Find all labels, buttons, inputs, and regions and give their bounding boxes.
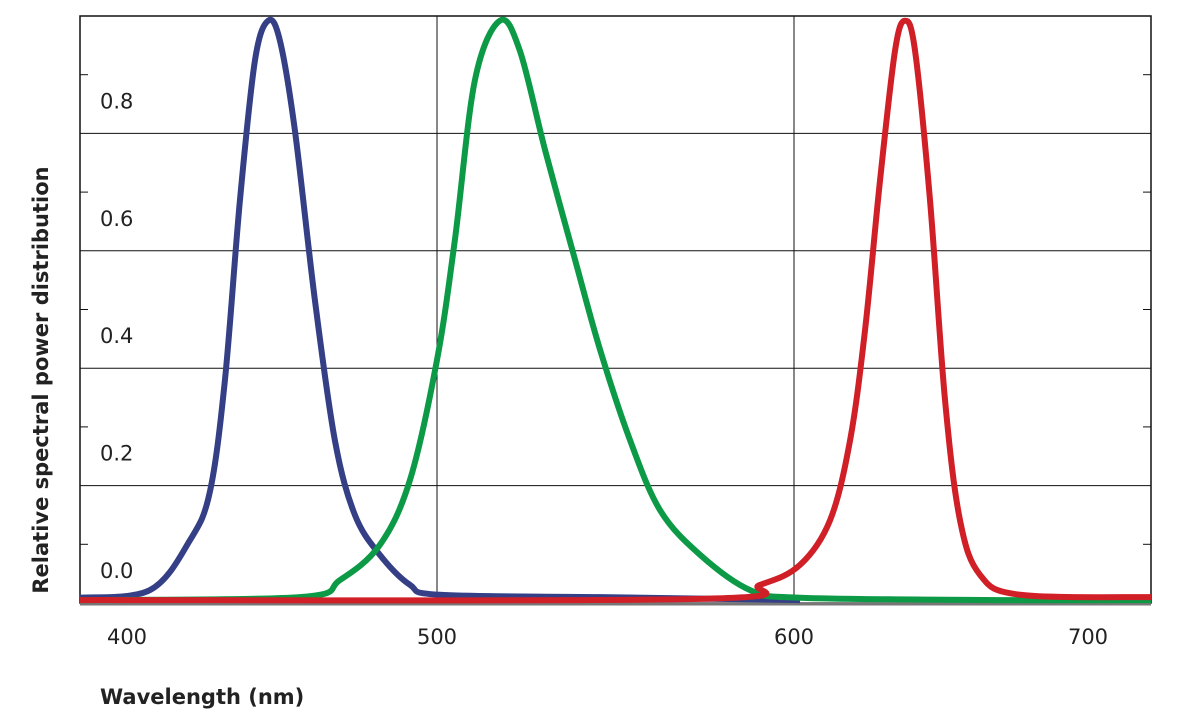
- x-tick-label: 600: [774, 625, 814, 649]
- x-tick-label: 500: [417, 625, 457, 649]
- plot-frame: [79, 15, 1152, 604]
- series-line: [79, 16, 801, 604]
- y-tick-label: 0.2: [100, 442, 133, 466]
- x-axis-label: Wavelength (nm): [100, 685, 304, 709]
- x-tick-label: 700: [1068, 625, 1108, 649]
- series-line: [79, 17, 1152, 604]
- y-axis-label: Relative spectral power distribution: [29, 166, 53, 593]
- series-line: [79, 16, 1152, 604]
- y-tick-label: 0.4: [100, 324, 133, 348]
- x-tick-label: 400: [107, 625, 147, 649]
- y-tick-label: 0.6: [100, 207, 133, 231]
- y-tick-label: 0.0: [100, 559, 133, 583]
- y-tick-label: 0.8: [100, 89, 133, 113]
